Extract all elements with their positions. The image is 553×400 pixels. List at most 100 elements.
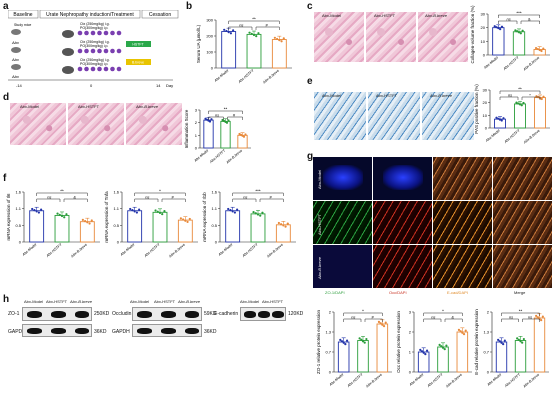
sig-right: & bbox=[528, 17, 531, 22]
y-tick-label: 1.6 bbox=[211, 190, 217, 195]
sig-left: ns bbox=[431, 315, 435, 320]
sig-bracket-outer bbox=[501, 312, 540, 316]
study-mice-label: Study mice bbox=[14, 23, 31, 27]
fluor-hstft-ecad bbox=[433, 201, 492, 244]
sig-outer: ** bbox=[224, 107, 228, 112]
h2-model: Abx-Model bbox=[130, 299, 150, 304]
sig-bracket-outer bbox=[134, 192, 186, 196]
panel-h-blots: Abx-Model Abx-HSTFT Abx-B.breve ZO-1 GAP… bbox=[8, 299, 308, 349]
data-point bbox=[156, 210, 159, 213]
data-point bbox=[542, 95, 545, 98]
h2-label: Occludin bbox=[112, 311, 132, 317]
data-point bbox=[522, 337, 525, 341]
y-tick-label: 10 bbox=[481, 39, 486, 44]
dose-dot bbox=[97, 48, 102, 54]
bar-0 bbox=[492, 27, 505, 56]
dose-dot bbox=[116, 48, 122, 54]
panel-letter-a: a bbox=[3, 1, 9, 12]
data-point bbox=[517, 31, 521, 34]
sig-right: ns bbox=[528, 315, 532, 320]
data-point bbox=[342, 341, 345, 344]
e-label-hstft: Abx-HSTFT bbox=[376, 93, 398, 98]
bar-1 bbox=[437, 346, 449, 373]
data-point bbox=[35, 210, 38, 213]
data-point bbox=[248, 31, 251, 34]
fluor-bbreve-ecad bbox=[433, 245, 492, 288]
x-tick-label: Abx-Model bbox=[213, 69, 230, 84]
y-tick-label: 1.1 bbox=[211, 206, 217, 211]
sig-right: & bbox=[451, 315, 454, 320]
data-point bbox=[441, 346, 445, 349]
chart-b: 0 100 200 300 Serum UA (μmol/L) Abx-Model Abx-… bbox=[196, 17, 292, 85]
panel-letter-g: g bbox=[307, 151, 314, 162]
h1-label: ZO-1 bbox=[8, 311, 20, 317]
y-tick-label: 0 bbox=[211, 66, 214, 71]
dose-dot bbox=[110, 48, 115, 54]
data-point bbox=[419, 348, 422, 351]
data-point bbox=[88, 222, 91, 225]
data-point bbox=[538, 48, 541, 52]
x-tick-label: Abx-B.breve bbox=[265, 243, 283, 259]
data-point bbox=[186, 220, 189, 224]
y-axis-label: E-cad relative protein expression bbox=[474, 309, 479, 375]
data-point bbox=[86, 221, 89, 224]
g-row-bbreve: Abx-B.breve bbox=[317, 256, 322, 279]
sig-outer: *** bbox=[255, 189, 261, 194]
histology-c-hstft bbox=[366, 12, 416, 62]
x-tick-label: Abx-Model bbox=[482, 56, 499, 71]
h2-bbreve: Abx-B.breve bbox=[178, 299, 201, 304]
fluor-hstft-occ bbox=[373, 201, 432, 244]
dose-dot bbox=[103, 30, 109, 36]
y-axis-label: mRNA expression of Il6 bbox=[6, 193, 11, 241]
svg-text:Ctx (250mg/kg) i.g.: Ctx (250mg/kg) i.g. bbox=[80, 40, 110, 44]
histology-c-model bbox=[314, 12, 364, 62]
sig-bracket-right bbox=[444, 318, 463, 322]
histology-d-bbreve bbox=[126, 103, 182, 145]
data-point bbox=[280, 223, 283, 226]
x-tick-label: Abx-HSTFT bbox=[237, 68, 255, 84]
y-tick-label: 20 bbox=[481, 25, 486, 30]
data-point bbox=[63, 216, 66, 219]
bar-2 bbox=[271, 39, 287, 69]
y-tick-label: 1.6 bbox=[113, 190, 119, 195]
sig-left: ns bbox=[243, 195, 247, 200]
y-tick-label: 0 bbox=[329, 370, 332, 375]
fluor-bbreve-occ bbox=[373, 245, 432, 288]
sig-bracket-left bbox=[232, 198, 257, 202]
panel-letter-h: h bbox=[3, 294, 10, 305]
x-tick-label: Abx-Model bbox=[484, 129, 501, 144]
e-label-model: Abx-Model bbox=[322, 93, 342, 98]
data-point bbox=[495, 26, 498, 29]
data-point bbox=[65, 213, 68, 216]
y-axis-label: Collagen-volume fraction (%) bbox=[470, 5, 475, 64]
data-point bbox=[229, 32, 232, 35]
dose-dot bbox=[90, 66, 96, 72]
sig-bracket-outer bbox=[498, 14, 540, 18]
bbreve-treatment-label: B.breve bbox=[132, 61, 144, 65]
sig-bracket-outer bbox=[423, 312, 463, 316]
h3-model: Abx-Model bbox=[240, 299, 260, 304]
blot-gapdh-1 bbox=[22, 324, 92, 337]
y-axis-label: Occ relative protein expression bbox=[396, 311, 401, 373]
sig-bracket-right bbox=[521, 96, 541, 100]
h3-hstft: Abx-HSTFT bbox=[262, 299, 284, 304]
data-point bbox=[515, 101, 518, 104]
bar-2 bbox=[79, 221, 95, 243]
data-point bbox=[259, 214, 262, 217]
chart-c: 0 10 20 30 Collagen-volume fraction (%) Abx-M… bbox=[470, 5, 550, 72]
data-point bbox=[540, 319, 543, 322]
data-point bbox=[500, 341, 503, 344]
chart-f-il1b: 0 0.5 1.1 1.6 mRNA expression of Il1b Abx-Mod… bbox=[202, 189, 296, 259]
y-tick-label: 100 bbox=[206, 50, 213, 55]
data-point bbox=[138, 208, 141, 211]
fluor-hstft-merge bbox=[493, 201, 552, 244]
data-point bbox=[498, 340, 501, 343]
y-tick-label: 0 bbox=[215, 240, 218, 245]
data-point bbox=[502, 117, 505, 120]
y-tick-label: 2 bbox=[329, 310, 332, 315]
data-point bbox=[227, 207, 230, 211]
sig-right: # bbox=[270, 195, 273, 200]
panel-letter-d: d bbox=[3, 92, 10, 103]
dose-dot bbox=[90, 48, 96, 54]
data-point bbox=[37, 211, 40, 214]
